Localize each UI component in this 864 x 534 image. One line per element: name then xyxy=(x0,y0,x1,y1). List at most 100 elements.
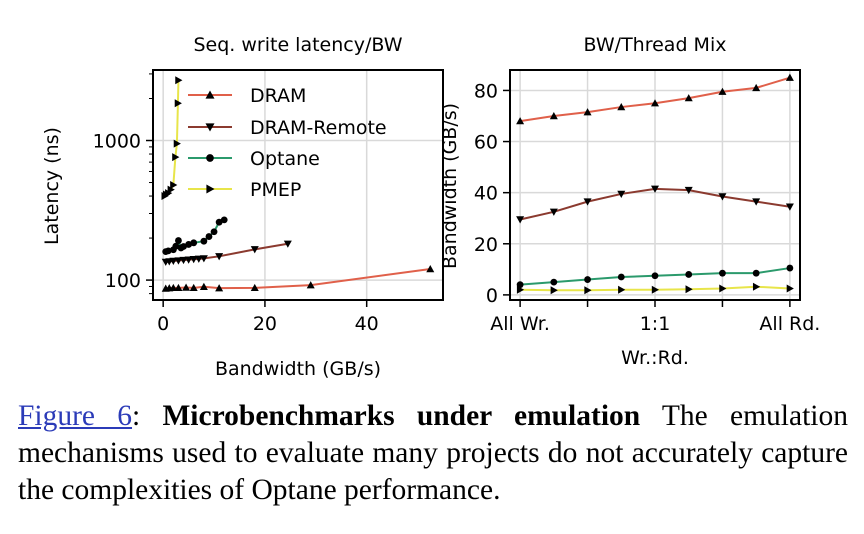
right-x-axis-label: Wr.:Rd. xyxy=(621,347,689,369)
left-point-dram xyxy=(215,284,224,292)
left-point-pmep xyxy=(173,139,181,148)
figure-charts: 0 20 40 100 1000 Seq. write latency/BW Bandw… xyxy=(41,34,820,380)
left-point-pmep xyxy=(170,181,178,189)
right-point-optane xyxy=(516,281,524,289)
left-point-dram xyxy=(182,283,191,291)
legend-label-dram-remote: DRAM-Remote xyxy=(250,117,387,139)
right-point-pmep xyxy=(516,285,525,294)
right-point-dram-remote xyxy=(617,190,626,198)
legend-marker-dram-remote xyxy=(205,123,215,132)
right-point-pmep xyxy=(752,282,761,291)
right-point-dram xyxy=(718,87,727,95)
left-point-pmep xyxy=(167,185,175,194)
right-x-tick-label: All Rd. xyxy=(759,313,820,335)
right-point-optane xyxy=(752,269,760,277)
right-point-optane xyxy=(685,271,693,278)
left-y-tick-label: 100 xyxy=(105,270,141,292)
figure-ref-link[interactable]: Figure 6 xyxy=(18,400,133,432)
chart-latency-bw: 0 20 40 100 1000 Seq. write latency/BW Bandw… xyxy=(41,34,444,380)
left-point-dram xyxy=(250,283,259,292)
right-y-tick-label: 20 xyxy=(474,234,498,256)
right-point-dram-remote xyxy=(684,186,693,195)
left-point-dram-remote xyxy=(194,255,203,263)
right-point-dram xyxy=(752,83,761,92)
right-point-dram-remote xyxy=(549,208,558,216)
right-y-axis-label: Bandwidth (GB/s) xyxy=(439,103,461,269)
right-y-tick-label: 0 xyxy=(486,285,498,307)
right-y-tick-label: 60 xyxy=(474,132,498,154)
right-point-pmep xyxy=(618,285,626,294)
left-point-dram-remote xyxy=(250,246,259,254)
left-point-dram xyxy=(174,283,183,292)
right-y-tick-label: 80 xyxy=(474,80,498,102)
chart-thread-mix: All Wr. 1:1 All Rd. 0 20 40 60 80 BW/Thread Mix… xyxy=(439,34,820,369)
left-point-optane xyxy=(210,228,218,236)
legend-marker-optane xyxy=(206,154,214,162)
right-point-pmep xyxy=(685,285,693,294)
right-point-pmep xyxy=(719,284,727,293)
left-y-axis-label: Latency (ns) xyxy=(41,127,63,245)
left-point-optane xyxy=(175,237,182,244)
left-point-dram xyxy=(189,283,198,292)
right-point-pmep xyxy=(786,284,794,293)
right-point-dram-remote xyxy=(718,193,727,201)
right-point-optane xyxy=(786,264,794,272)
right-point-dram xyxy=(583,108,592,116)
left-point-optane xyxy=(180,243,187,250)
left-point-pmep xyxy=(165,189,173,198)
left-point-dram xyxy=(199,282,208,291)
right-point-dram xyxy=(684,94,693,102)
left-chart-title: Seq. write latency/BW xyxy=(193,34,402,56)
left-ticks: 0 20 40 100 1000 xyxy=(93,73,379,335)
figure-caption: Figure 6: Microbenchmarks under emulatio… xyxy=(18,398,848,509)
left-line-pmep xyxy=(164,80,180,197)
left-point-optane xyxy=(200,237,208,245)
left-x-axis-label: Bandwidth (GB/s) xyxy=(215,358,381,380)
right-point-optane xyxy=(550,278,558,286)
right-x-tick-label: All Wr. xyxy=(490,313,550,335)
right-point-optane xyxy=(719,269,726,277)
right-point-dram xyxy=(549,112,558,120)
left-point-dram-remote xyxy=(184,256,193,264)
right-point-dram-remote xyxy=(583,198,592,206)
right-point-dram-remote xyxy=(651,185,659,193)
right-series xyxy=(516,73,794,295)
left-x-tick-label: 20 xyxy=(253,313,277,335)
right-point-dram-remote xyxy=(785,203,794,211)
left-point-optane xyxy=(215,218,223,226)
left-point-dram xyxy=(306,281,315,289)
right-point-optane xyxy=(584,276,591,283)
left-point-dram-remote xyxy=(189,256,198,264)
legend-label-pmep: PMEP xyxy=(250,179,301,201)
right-point-pmep xyxy=(651,285,659,294)
right-point-dram xyxy=(516,117,525,125)
right-point-dram xyxy=(785,73,794,81)
left-point-pmep xyxy=(174,99,182,108)
right-ticks: All Wr. 1:1 All Rd. 0 20 40 60 80 xyxy=(474,80,821,335)
left-grid xyxy=(153,70,443,300)
left-point-dram xyxy=(169,283,178,292)
right-chart-title: BW/Thread Mix xyxy=(584,34,727,56)
legend-label-optane: Optane xyxy=(250,148,320,170)
right-point-optane xyxy=(651,272,659,280)
left-point-optane xyxy=(220,216,228,224)
legend-marker-pmep xyxy=(206,184,215,194)
left-x-tick-label: 40 xyxy=(355,313,379,335)
caption-bold-title: Microbenchmarks under emulation xyxy=(162,400,641,432)
right-y-tick-label: 40 xyxy=(474,183,498,205)
left-point-dram-remote xyxy=(179,256,188,265)
left-plot-frame xyxy=(152,69,444,301)
left-point-optane xyxy=(205,233,213,240)
left-point-dram-remote xyxy=(169,257,178,266)
legend: DRAM DRAM-Remote Optane PMEP xyxy=(188,85,387,201)
left-point-dram-remote xyxy=(199,255,208,263)
left-x-tick-label: 0 xyxy=(157,313,169,335)
legend-marker-dram xyxy=(205,90,215,99)
right-point-dram-remote xyxy=(752,198,761,206)
caption-text: The emulation mechanisms used to evaluat… xyxy=(18,400,848,506)
right-point-dram xyxy=(617,103,626,111)
right-x-tick-label: 1:1 xyxy=(640,313,671,335)
right-point-dram-remote xyxy=(516,216,525,224)
legend-label-dram: DRAM xyxy=(250,85,306,107)
left-point-dram-remote xyxy=(215,253,224,261)
